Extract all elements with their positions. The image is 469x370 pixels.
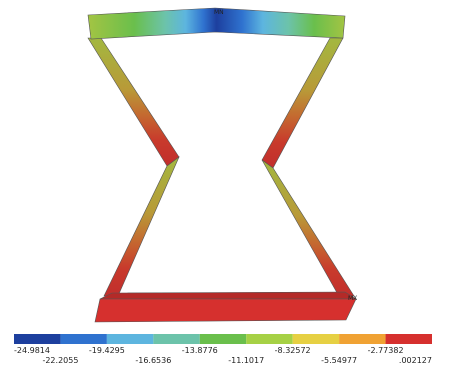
legend-band (339, 334, 385, 344)
max-label: MX (348, 295, 357, 302)
bottom-beam-front (95, 299, 356, 322)
legend-label: -2.77382 (368, 346, 404, 355)
legend-band (14, 334, 60, 344)
bottom-beam-top (100, 292, 356, 299)
legend-label: .002127 (399, 356, 432, 365)
legend-label: -11.1017 (228, 356, 264, 365)
right-leg-upper (262, 38, 343, 168)
legend: -24.9814-22.2055 -19.4295 -16.6536 -13.8776… (14, 334, 432, 365)
legend-label: -22.2055 (42, 356, 78, 365)
structure (88, 8, 356, 322)
legend-label: -24.9814 (14, 346, 50, 355)
legend-band (60, 334, 106, 344)
legend-label: -13.8776 (182, 346, 218, 355)
legend-band (293, 334, 339, 344)
contour-plot: MN MX -24.9814-22.2055 -19.4295 -16.6536 -1… (0, 0, 469, 366)
left-leg-upper (88, 38, 179, 166)
legend-band (153, 334, 199, 344)
legend-label: -8.32572 (275, 346, 311, 355)
legend-label: -5.54977 (321, 356, 357, 365)
min-label: MN (214, 9, 224, 16)
legend-label: -19.4295 (89, 346, 125, 355)
legend-band (107, 334, 153, 344)
left-leg-lower (104, 157, 179, 296)
legend-band (200, 334, 246, 344)
legend-label: -16.6536 (135, 356, 171, 365)
legend-band (246, 334, 292, 344)
legend-band (386, 334, 432, 344)
right-leg-lower (262, 160, 354, 298)
